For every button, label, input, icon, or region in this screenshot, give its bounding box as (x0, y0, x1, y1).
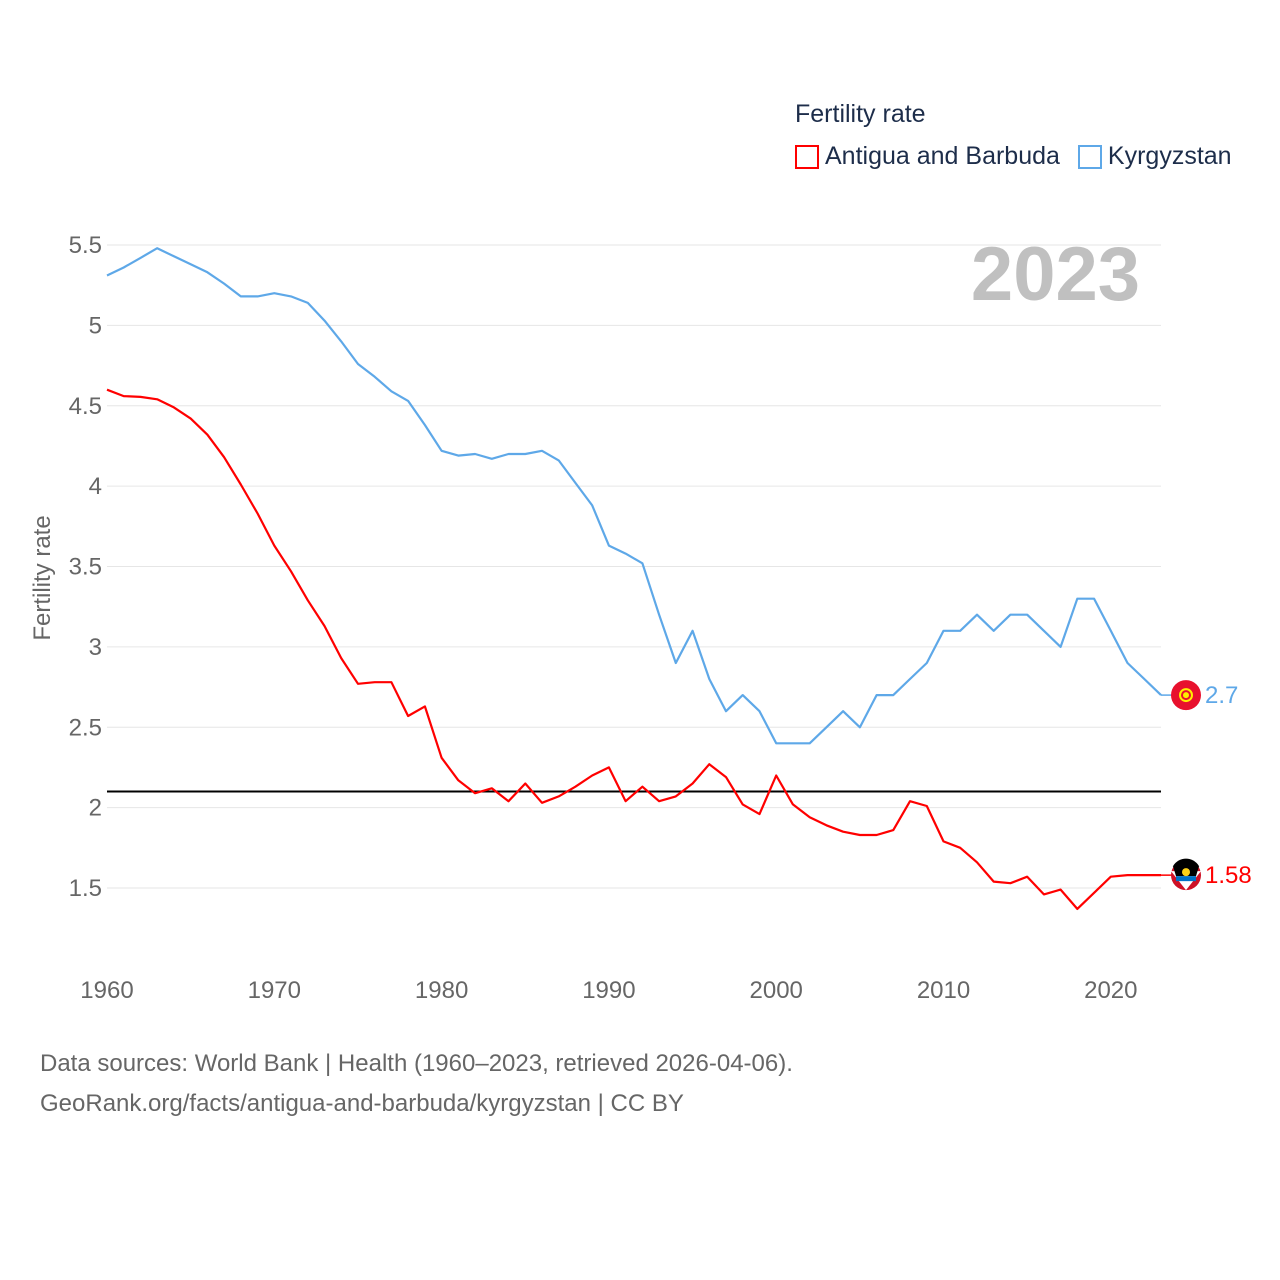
y-tick-label: 5 (89, 312, 102, 339)
legend-item-kyrgyzstan[interactable]: Kyrgyzstan (1077, 142, 1232, 171)
x-tick-label: 1980 (415, 977, 468, 1004)
y-axis-title: Fertility rate (29, 515, 56, 640)
x-tick-label: 2020 (1084, 977, 1137, 1004)
x-tick-label: 1990 (582, 977, 635, 1004)
x-tick-label: 1960 (80, 977, 133, 1004)
legend: Antigua and Barbuda Kyrgyzstan (795, 142, 1232, 171)
x-tick-label: 2010 (917, 977, 970, 1004)
legend-swatch (1077, 144, 1102, 169)
legend-swatch (795, 144, 819, 169)
end-value-label: 1.58 (1205, 862, 1252, 889)
series-line-antigua (106, 388, 1161, 911)
series-line-kyrgyzstan (106, 247, 1162, 745)
legend-label: Kyrgyzstan (1107, 142, 1232, 170)
flag-sun (1179, 688, 1193, 703)
legend-label: Antigua and Barbuda (825, 142, 1060, 170)
flag-blue (1176, 876, 1196, 882)
y-tick-label: 2 (89, 795, 102, 822)
legend-title: Fertility rate (795, 100, 926, 128)
y-tick-label: 4.5 (69, 393, 102, 420)
flag-sun (1182, 868, 1190, 877)
footer: Data sources: World Bank | Health (1960–… (40, 1044, 793, 1124)
source-link[interactable]: GeoRank.org/facts/antigua-and-barbuda/ky… (40, 1090, 684, 1117)
legend-item-antigua[interactable]: Antigua and Barbuda (795, 142, 1060, 171)
y-tick-label: 5.5 (69, 232, 102, 259)
year-label: 2023 (971, 232, 1140, 317)
data-source-text: Data sources: World Bank | Health (1960–… (40, 1050, 793, 1077)
kyrgyzstan-flag-icon (1171, 680, 1201, 711)
x-tick-label: 1970 (248, 977, 301, 1004)
y-tick-label: 1.5 (69, 875, 102, 902)
antigua-flag-icon (1171, 858, 1201, 891)
y-tick-label: 3.5 (69, 554, 102, 581)
y-tick-label: 2.5 (69, 714, 102, 741)
end-value-label: 2.7 (1205, 682, 1238, 709)
y-tick-label: 4 (89, 473, 102, 500)
y-tick-label: 3 (89, 634, 102, 661)
flag-black (1173, 858, 1199, 877)
x-tick-label: 2000 (750, 977, 803, 1004)
flag-sun-core (1183, 692, 1189, 699)
